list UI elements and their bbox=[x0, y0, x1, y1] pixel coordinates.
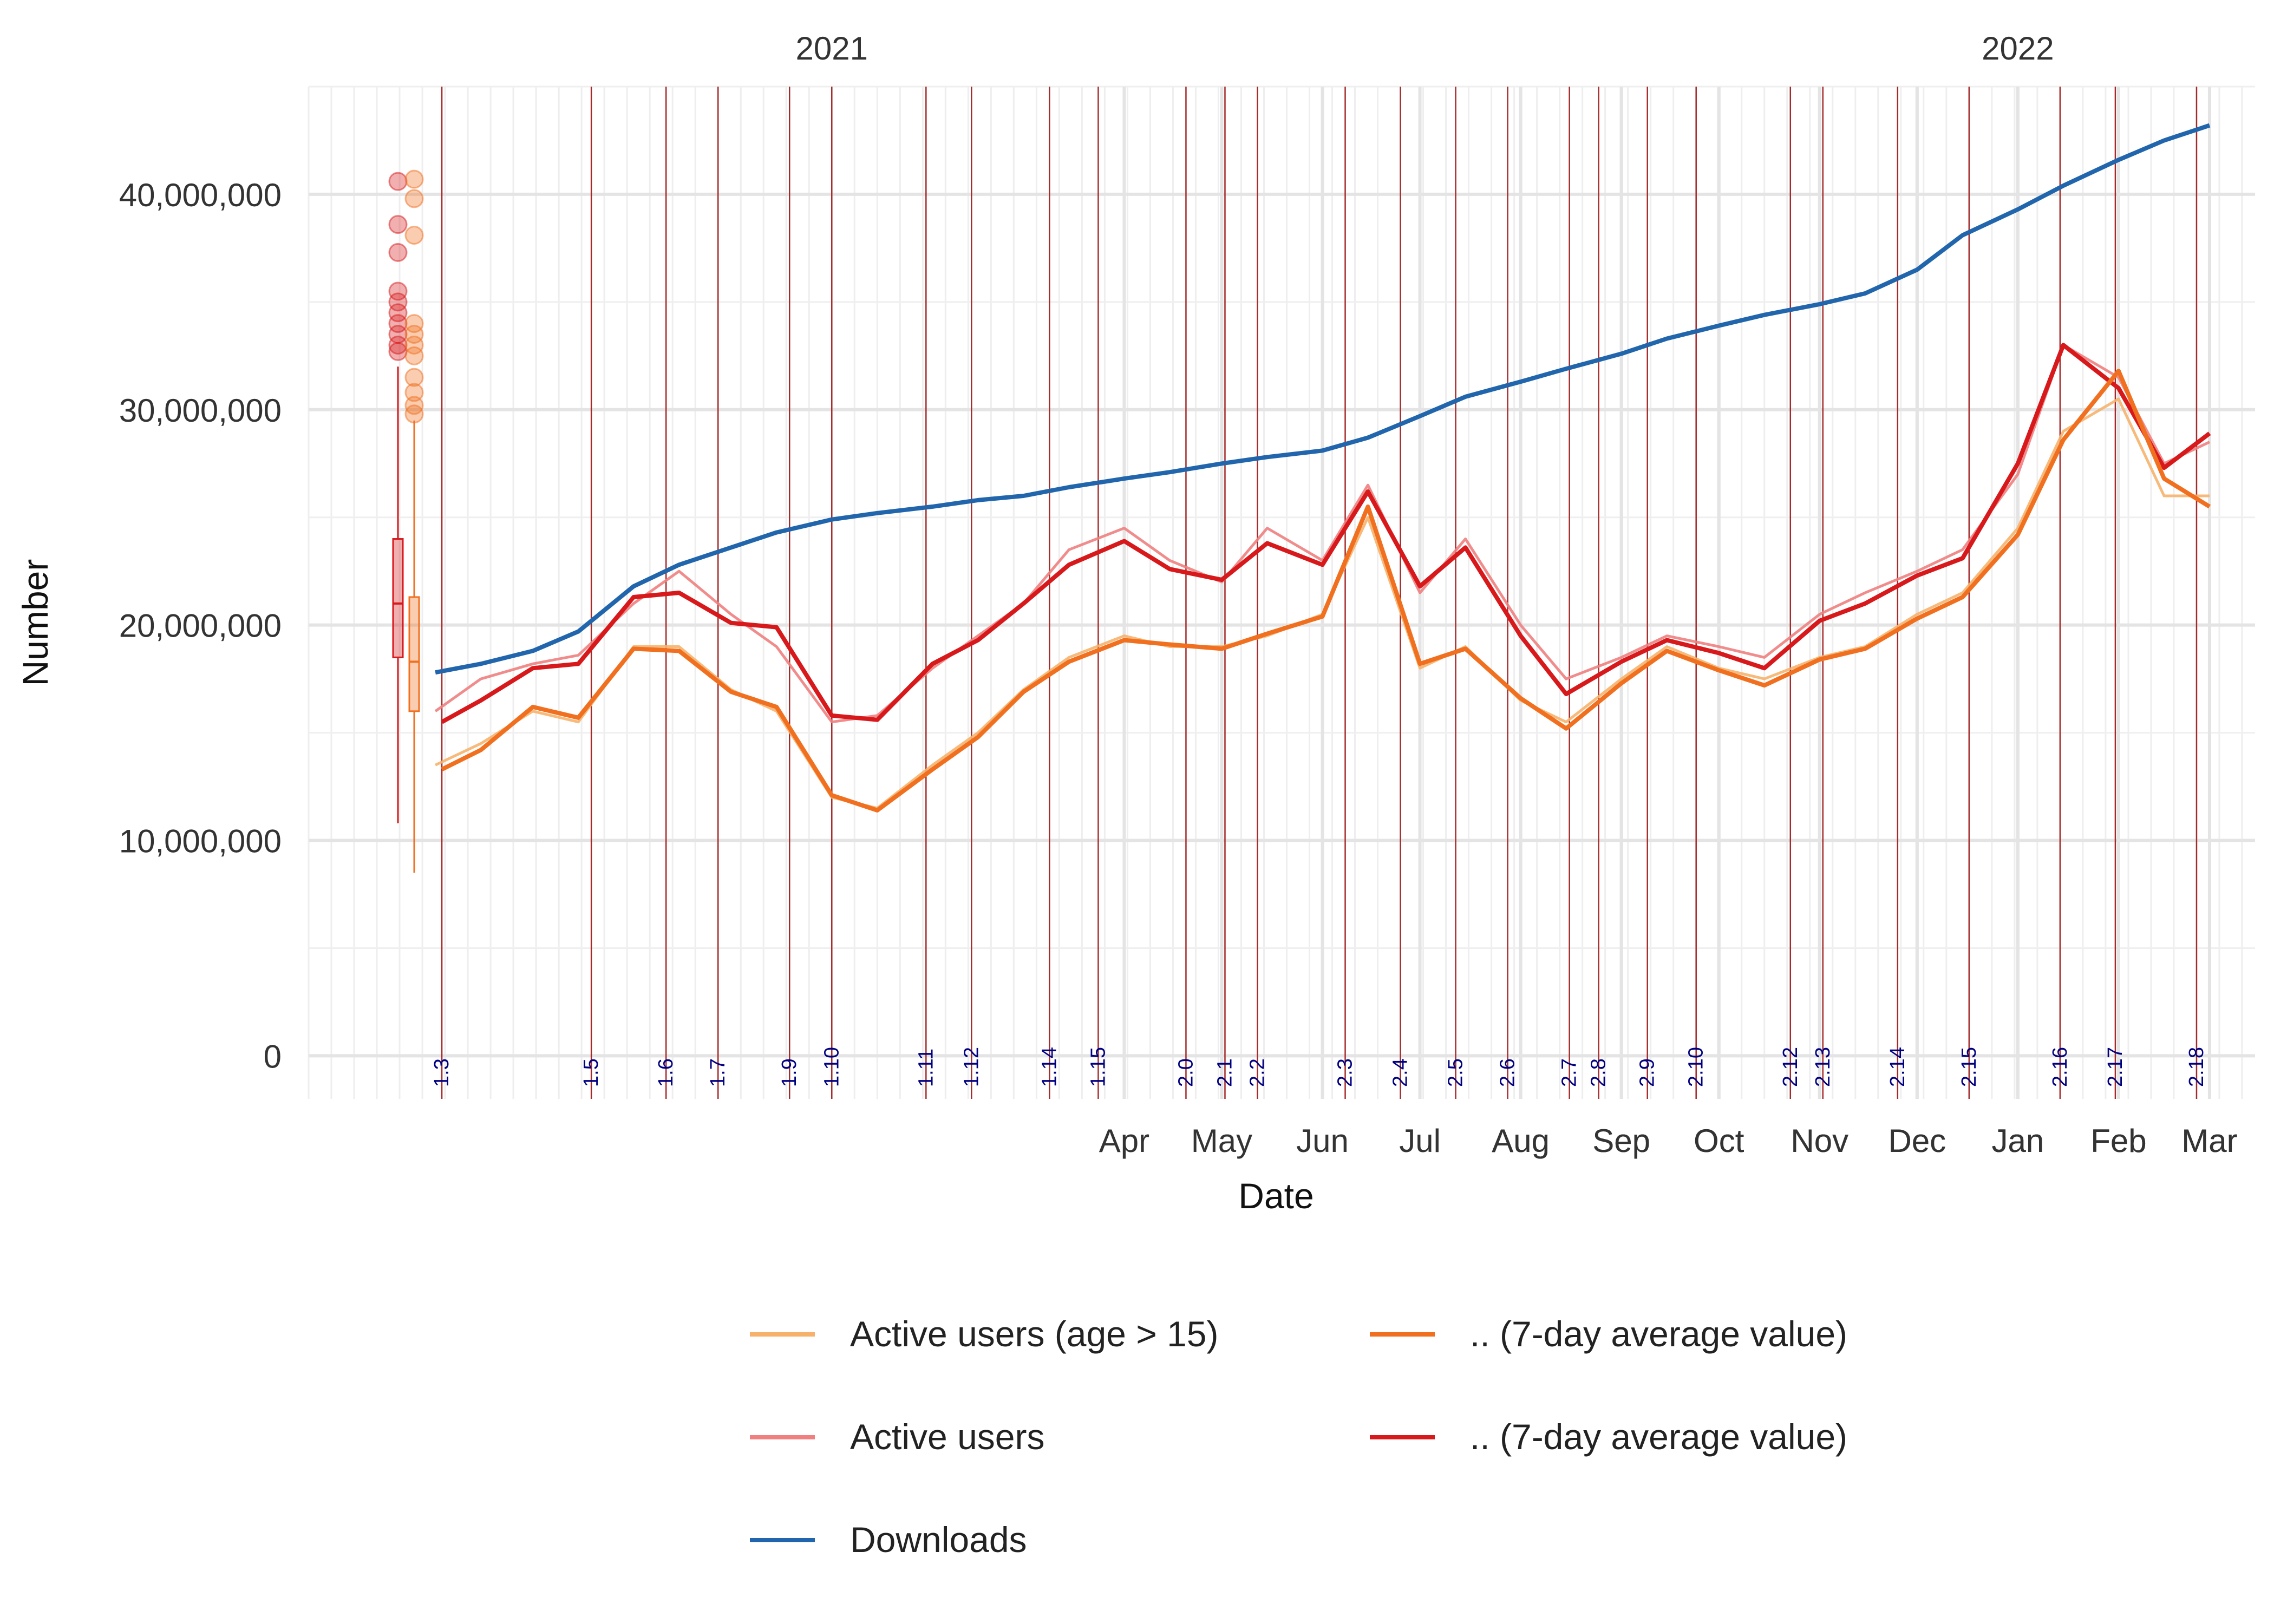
boxplot-outlier bbox=[388, 281, 408, 301]
version-marker-label: 2.17 bbox=[2104, 1047, 2127, 1087]
boxplot-outlier bbox=[404, 368, 424, 387]
version-marker-label: 2.16 bbox=[2049, 1047, 2072, 1087]
boxplot-outlier bbox=[388, 172, 408, 191]
version-marker-label: 2.6 bbox=[1497, 1058, 1519, 1087]
boxplot-outlier bbox=[404, 346, 424, 365]
distribution-boxplots bbox=[388, 169, 424, 873]
y-axis-title: Number bbox=[15, 559, 55, 686]
version-marker-label: 2.1 bbox=[1213, 1058, 1236, 1087]
x-tick-label: Aug bbox=[1492, 1123, 1550, 1159]
legend-label: Active users bbox=[850, 1417, 1044, 1457]
version-marker-label: 1.10 bbox=[820, 1047, 843, 1087]
series-line bbox=[434, 343, 2211, 724]
x-tick-label: Sep bbox=[1592, 1123, 1650, 1159]
x-tick-label: Jul bbox=[1399, 1123, 1441, 1159]
boxplot-box bbox=[408, 596, 420, 712]
y-tick-label: 0 bbox=[264, 1038, 282, 1075]
version-marker-label: 1.12 bbox=[960, 1047, 983, 1087]
plot-background bbox=[309, 87, 2255, 1099]
x-tick-label: Feb bbox=[2090, 1123, 2146, 1159]
series-line bbox=[435, 123, 2211, 675]
boxplot-outlier bbox=[388, 314, 408, 333]
x-tick-label: Oct bbox=[1694, 1123, 1744, 1159]
version-marker-label: 2.9 bbox=[1636, 1058, 1659, 1087]
grid bbox=[308, 86, 2255, 1099]
version-marker-label: 1.14 bbox=[1038, 1047, 1061, 1087]
version-marker-label: 1.11 bbox=[914, 1049, 937, 1087]
version-marker-label: 2.3 bbox=[1334, 1058, 1357, 1087]
version-marker-label: 2.7 bbox=[1558, 1058, 1581, 1087]
x-tick-label: Mar bbox=[2181, 1123, 2237, 1159]
boxplot-outlier bbox=[404, 404, 424, 424]
boxplot-outlier bbox=[404, 189, 424, 208]
version-marker-label: 1.3 bbox=[430, 1058, 453, 1087]
boxplot-outlier bbox=[404, 226, 424, 245]
version-marker-label: 2.18 bbox=[2185, 1047, 2208, 1087]
boxplot-outlier bbox=[388, 342, 408, 361]
x-tick-label: Dec bbox=[1888, 1123, 1946, 1159]
year-label: 2022 bbox=[1982, 30, 2054, 67]
x-tick-label: Nov bbox=[1791, 1123, 1848, 1159]
version-marker-label: 2.14 bbox=[1886, 1047, 1909, 1087]
x-tick-label: Feb bbox=[2090, 1123, 2146, 1159]
legend: Active users (age > 15) .. (7-day average… bbox=[750, 1314, 1847, 1560]
version-marker-label: 2.5 bbox=[1445, 1058, 1467, 1087]
boxplot-outlier bbox=[388, 215, 408, 234]
x-tick-label: Aug bbox=[1492, 1123, 1550, 1159]
version-marker-label: 1.9 bbox=[778, 1058, 801, 1087]
version-marker-label: 2.12 bbox=[1779, 1047, 1802, 1087]
series-line bbox=[441, 369, 2211, 813]
y-tick-label: 40,000,000 bbox=[119, 177, 282, 213]
x-tick-label: May bbox=[1191, 1123, 1252, 1159]
version-marker-label: 2.10 bbox=[1685, 1047, 1708, 1087]
series-line bbox=[441, 343, 2211, 724]
boxplot-outlier bbox=[388, 303, 408, 323]
boxplot-outlier bbox=[404, 383, 424, 402]
x-tick-label: Jun bbox=[1296, 1123, 1349, 1159]
version-marker-label: 2.15 bbox=[1958, 1047, 1981, 1087]
x-tick-label: Apr bbox=[1099, 1123, 1149, 1159]
legend-label: .. (7-day average value) bbox=[1470, 1417, 1847, 1457]
y-tick-label: 20,000,000 bbox=[119, 608, 282, 644]
version-marker-label: 1.15 bbox=[1087, 1047, 1109, 1087]
version-marker-label: 2.4 bbox=[1389, 1058, 1412, 1087]
x-tick-label: Sep bbox=[1592, 1123, 1650, 1159]
version-marker-label: 2.13 bbox=[1812, 1047, 1834, 1087]
version-marker-label: 2.0 bbox=[1174, 1058, 1197, 1087]
version-marker-label: 1.6 bbox=[655, 1058, 677, 1087]
x-tick-label: Nov bbox=[1791, 1123, 1848, 1159]
version-marker-label: 1.7 bbox=[707, 1058, 729, 1087]
version-marker-label: 2.2 bbox=[1246, 1058, 1269, 1087]
boxplot-outlier bbox=[404, 169, 424, 189]
x-tick-label: Jan bbox=[1992, 1123, 2044, 1159]
y-tick-label: 10,000,000 bbox=[119, 823, 282, 860]
legend-label: .. (7-day average value) bbox=[1470, 1314, 1847, 1354]
y-tick-label: 30,000,000 bbox=[119, 392, 282, 429]
x-tick-label: Dec bbox=[1888, 1123, 1946, 1159]
x-tick-label: Mar bbox=[2181, 1123, 2237, 1159]
x-tick-label: Jan bbox=[1992, 1123, 2044, 1159]
x-axis-title: Date bbox=[1238, 1176, 1314, 1216]
boxplot-outlier bbox=[388, 292, 408, 312]
boxplot-box bbox=[392, 538, 404, 658]
boxplot-outlier bbox=[388, 335, 408, 355]
axes: 0 10,000,000 20,000,000 30,000,000 40,000,00… bbox=[119, 30, 2238, 1159]
version-marker-label: 2.8 bbox=[1587, 1058, 1610, 1087]
boxplot-outlier bbox=[404, 335, 424, 355]
legend-label: Downloads bbox=[850, 1520, 1027, 1560]
version-marker-label: 1.5 bbox=[580, 1058, 603, 1087]
version-markers: 1.3 1.5 1.6 1.7 1.9 1.10 1.11 1.12 1.14 1.15 2.0 2.… bbox=[430, 87, 2208, 1099]
boxplot-outlier bbox=[404, 325, 424, 344]
year-label: 2021 bbox=[796, 30, 868, 67]
series-lines bbox=[434, 123, 2211, 813]
boxplot-outlier bbox=[388, 243, 408, 262]
legend-label: Active users (age > 15) bbox=[850, 1314, 1219, 1354]
x-tick-label: Oct bbox=[1694, 1123, 1744, 1159]
boxplot-outlier bbox=[404, 314, 424, 333]
